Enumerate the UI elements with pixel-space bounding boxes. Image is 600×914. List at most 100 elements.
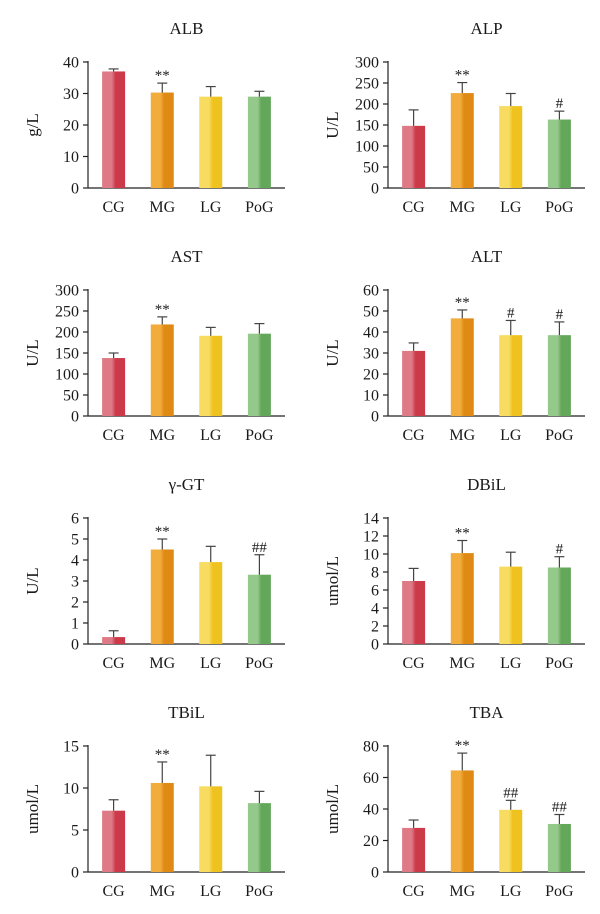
x-tick-label: CG <box>402 199 425 216</box>
chart-svg: TBA umol/L 0 20 40 60 80 CG ** MG ## LG ## PoG <box>323 703 585 900</box>
y-tick-label: 100 <box>55 367 79 384</box>
y-tick-label: 5 <box>71 823 79 840</box>
bar-lg <box>499 106 523 188</box>
x-tick-label: CG <box>102 199 125 216</box>
y-tick-label: 200 <box>355 97 379 114</box>
x-tick-label: LG <box>500 655 522 672</box>
bar-mg <box>150 324 174 416</box>
y-tick-label: 20 <box>363 833 379 850</box>
y-tick-label: 300 <box>355 55 379 72</box>
bar-pog <box>547 119 571 188</box>
chart-panel-dbil: DBiL umol/L 0 2 4 6 8 10 12 14 CG ** MG LG # PoG <box>300 456 600 684</box>
bar-mg <box>450 318 474 416</box>
y-axis-label: U/L <box>23 339 42 366</box>
y-tick-label: 2 <box>371 619 379 636</box>
chart-svg: ALT U/L 0 10 20 30 40 50 60 CG ** MG # LG # PoG <box>323 247 585 444</box>
x-tick-label: PoG <box>245 427 274 444</box>
significance-mark: # <box>507 305 515 321</box>
significance-mark: # <box>556 542 564 558</box>
x-tick-label: CG <box>402 427 425 444</box>
y-tick-label: 0 <box>371 637 379 654</box>
bar-cg <box>402 350 426 416</box>
bar-lg <box>199 562 223 644</box>
x-tick-label: MG <box>149 655 175 672</box>
bar-lg <box>199 96 223 188</box>
y-tick-label: 0 <box>71 865 79 882</box>
y-axis-label: umol/L <box>23 784 42 834</box>
x-tick-label: PoG <box>245 199 274 216</box>
y-tick-label: 10 <box>363 547 379 564</box>
chart-title: TBiL <box>168 703 205 722</box>
y-tick-label: 40 <box>363 325 379 342</box>
chart-title: ALT <box>471 247 503 266</box>
y-tick-label: 250 <box>355 76 379 93</box>
x-tick-label: LG <box>500 199 522 216</box>
y-tick-label: 200 <box>55 325 79 342</box>
y-tick-label: 50 <box>363 160 379 177</box>
bar-pog <box>547 335 571 416</box>
bar-mg <box>450 770 474 872</box>
y-tick-label: 100 <box>355 139 379 156</box>
y-tick-label: 0 <box>371 409 379 426</box>
chart-panel-tbil: TBiL umol/L 0 5 10 15 CG ** MG LG PoG <box>0 684 300 912</box>
y-tick-label: 0 <box>71 637 79 654</box>
y-tick-label: 50 <box>63 388 79 405</box>
significance-mark: ## <box>552 800 568 816</box>
y-tick-label: 300 <box>55 283 79 300</box>
bar-cg <box>402 581 426 644</box>
y-tick-label: 150 <box>355 118 379 135</box>
y-tick-label: 0 <box>71 409 79 426</box>
chart-title: DBiL <box>467 475 506 494</box>
significance-mark: ** <box>455 526 470 542</box>
x-tick-label: PoG <box>245 883 274 900</box>
significance-mark: ** <box>455 295 470 311</box>
x-tick-label: PoG <box>545 427 574 444</box>
chart-svg: ALP U/L 0 50 100 150 200 250 300 CG ** MG LG # PoG <box>323 19 585 216</box>
significance-mark: ## <box>252 540 268 556</box>
y-tick-label: 3 <box>71 574 79 591</box>
bar-cg <box>102 358 126 416</box>
x-tick-label: PoG <box>545 883 574 900</box>
y-tick-label: 0 <box>371 181 379 198</box>
chart-panel-ast: AST U/L 0 50 100 150 200 250 300 CG ** MG LG PoG <box>0 228 300 456</box>
bar-pog <box>247 96 271 188</box>
x-tick-label: LG <box>500 883 522 900</box>
x-tick-label: LG <box>200 883 222 900</box>
y-tick-label: 40 <box>363 802 379 819</box>
x-tick-label: CG <box>102 655 125 672</box>
y-tick-label: 30 <box>363 346 379 363</box>
chart-svg: AST U/L 0 50 100 150 200 250 300 CG ** MG LG PoG <box>23 247 285 444</box>
y-tick-label: 80 <box>363 739 379 756</box>
y-tick-label: 150 <box>55 346 79 363</box>
chart-panel-tba: TBA umol/L 0 20 40 60 80 CG ** MG ## LG ## PoG <box>300 684 600 912</box>
bar-pog <box>247 803 271 872</box>
y-tick-label: 60 <box>363 283 379 300</box>
x-tick-label: MG <box>449 199 475 216</box>
bar-cg <box>102 71 126 188</box>
y-tick-label: 20 <box>63 118 79 135</box>
chart-title: γ-GT <box>168 475 205 494</box>
y-tick-label: 0 <box>71 181 79 198</box>
x-tick-label: LG <box>200 655 222 672</box>
y-tick-label: 8 <box>371 565 379 582</box>
chart-svg: γ-GT U/L 0 1 2 3 4 5 6 CG ** MG LG ## PoG <box>23 475 285 672</box>
significance-mark: ** <box>155 302 170 318</box>
y-tick-label: 50 <box>363 304 379 321</box>
x-tick-label: LG <box>200 199 222 216</box>
bar-pog <box>547 823 571 872</box>
chart-title: AST <box>170 247 203 266</box>
y-tick-label: 4 <box>71 553 79 570</box>
y-tick-label: 1 <box>71 616 79 633</box>
chart-svg: TBiL umol/L 0 5 10 15 CG ** MG LG PoG <box>23 703 285 900</box>
y-tick-label: 10 <box>363 388 379 405</box>
bar-lg <box>199 335 223 416</box>
bar-mg <box>450 553 474 644</box>
chart-title: ALB <box>170 19 204 38</box>
y-tick-label: 14 <box>363 511 379 528</box>
bar-mg <box>150 92 174 188</box>
bar-pog <box>247 333 271 416</box>
bar-cg <box>102 637 126 644</box>
significance-mark: # <box>556 96 564 112</box>
